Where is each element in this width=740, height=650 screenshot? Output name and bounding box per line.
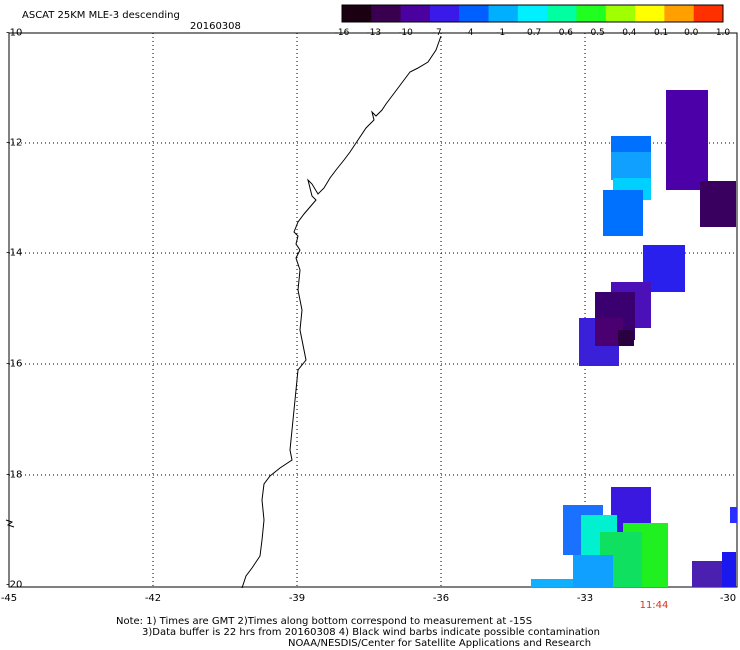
lon-tick: -39 xyxy=(288,593,306,604)
product-date: 20160308 xyxy=(190,21,241,32)
lon-tick: -42 xyxy=(144,593,162,604)
swath-cell xyxy=(531,579,573,587)
colorbar-swatch xyxy=(488,5,519,22)
colorbar-swatch xyxy=(429,5,460,22)
colorbar-swatches xyxy=(342,5,724,22)
colorbar-label: -0.5 xyxy=(587,28,605,38)
lon-tick: -36 xyxy=(432,593,450,604)
colorbar-label: -0.4 xyxy=(618,28,637,38)
swath-cell xyxy=(700,181,736,227)
lon-tick: -30 xyxy=(719,593,737,604)
colorbar-swatch xyxy=(400,5,431,22)
pass-time-label: 11:44 xyxy=(639,600,669,611)
colorbar-label: -13 xyxy=(366,28,382,38)
colorbar-frame xyxy=(341,4,724,23)
swath-cell xyxy=(730,507,737,523)
lat-tick: -10 xyxy=(6,27,23,39)
note-line-1: Note: 1) Times are GMT 2)Times along bot… xyxy=(116,616,533,627)
colorbar-swatch xyxy=(664,5,695,22)
lon-tick: -45 xyxy=(0,593,18,604)
lat-tick: -16 xyxy=(6,358,23,370)
colorbar-swatch xyxy=(547,5,577,22)
colorbar-label: 0.0 xyxy=(684,28,699,38)
product-title: ASCAT 25KM MLE-3 descending xyxy=(22,10,180,21)
lat-tick: -20 xyxy=(6,579,23,591)
swath-cell xyxy=(603,190,643,236)
coastline xyxy=(241,35,442,589)
lat-tick: -14 xyxy=(6,247,23,259)
colorbar-swatch xyxy=(693,5,724,22)
swath-cell xyxy=(611,152,651,180)
swath-cell xyxy=(722,552,736,587)
colorbar-swatch xyxy=(517,5,548,22)
grid-lines xyxy=(9,33,737,587)
lat-tick: -12 xyxy=(6,137,23,149)
lat-tick: -18 xyxy=(6,469,23,481)
swath-cell xyxy=(573,555,613,587)
colorbar-swatch xyxy=(371,5,402,22)
colorbar-swatch xyxy=(342,5,372,22)
island-mark xyxy=(5,519,15,528)
plot-frame xyxy=(8,32,738,588)
colorbar-swatch xyxy=(459,5,490,22)
colorbar-label: -1 xyxy=(496,28,506,38)
swath-cell xyxy=(618,330,634,346)
colorbar-label: -0.1 xyxy=(650,28,669,38)
colorbar-swatch xyxy=(605,5,636,22)
note-line-3: NOAA/NESDIS/Center for Satellite Applica… xyxy=(288,638,592,649)
colorbar-swatch xyxy=(576,5,607,22)
colorbar-label: -4 xyxy=(464,28,474,38)
colorbar-label: -0.6 xyxy=(555,28,574,38)
swath-cells xyxy=(531,90,737,587)
colorbar-label: 1.0 xyxy=(715,28,731,38)
lon-tick: -33 xyxy=(576,593,594,604)
colorbar-label: -10 xyxy=(398,28,413,38)
swath-cell xyxy=(666,90,708,190)
colorbar-swatch xyxy=(635,5,665,22)
colorbar-label: -0.7 xyxy=(523,28,542,38)
note-line-2: 3)Data buffer is 22 hrs from 20160308 4)… xyxy=(142,627,600,638)
colorbar-label: -7 xyxy=(432,28,442,38)
colorbar-label: -16 xyxy=(334,28,350,38)
